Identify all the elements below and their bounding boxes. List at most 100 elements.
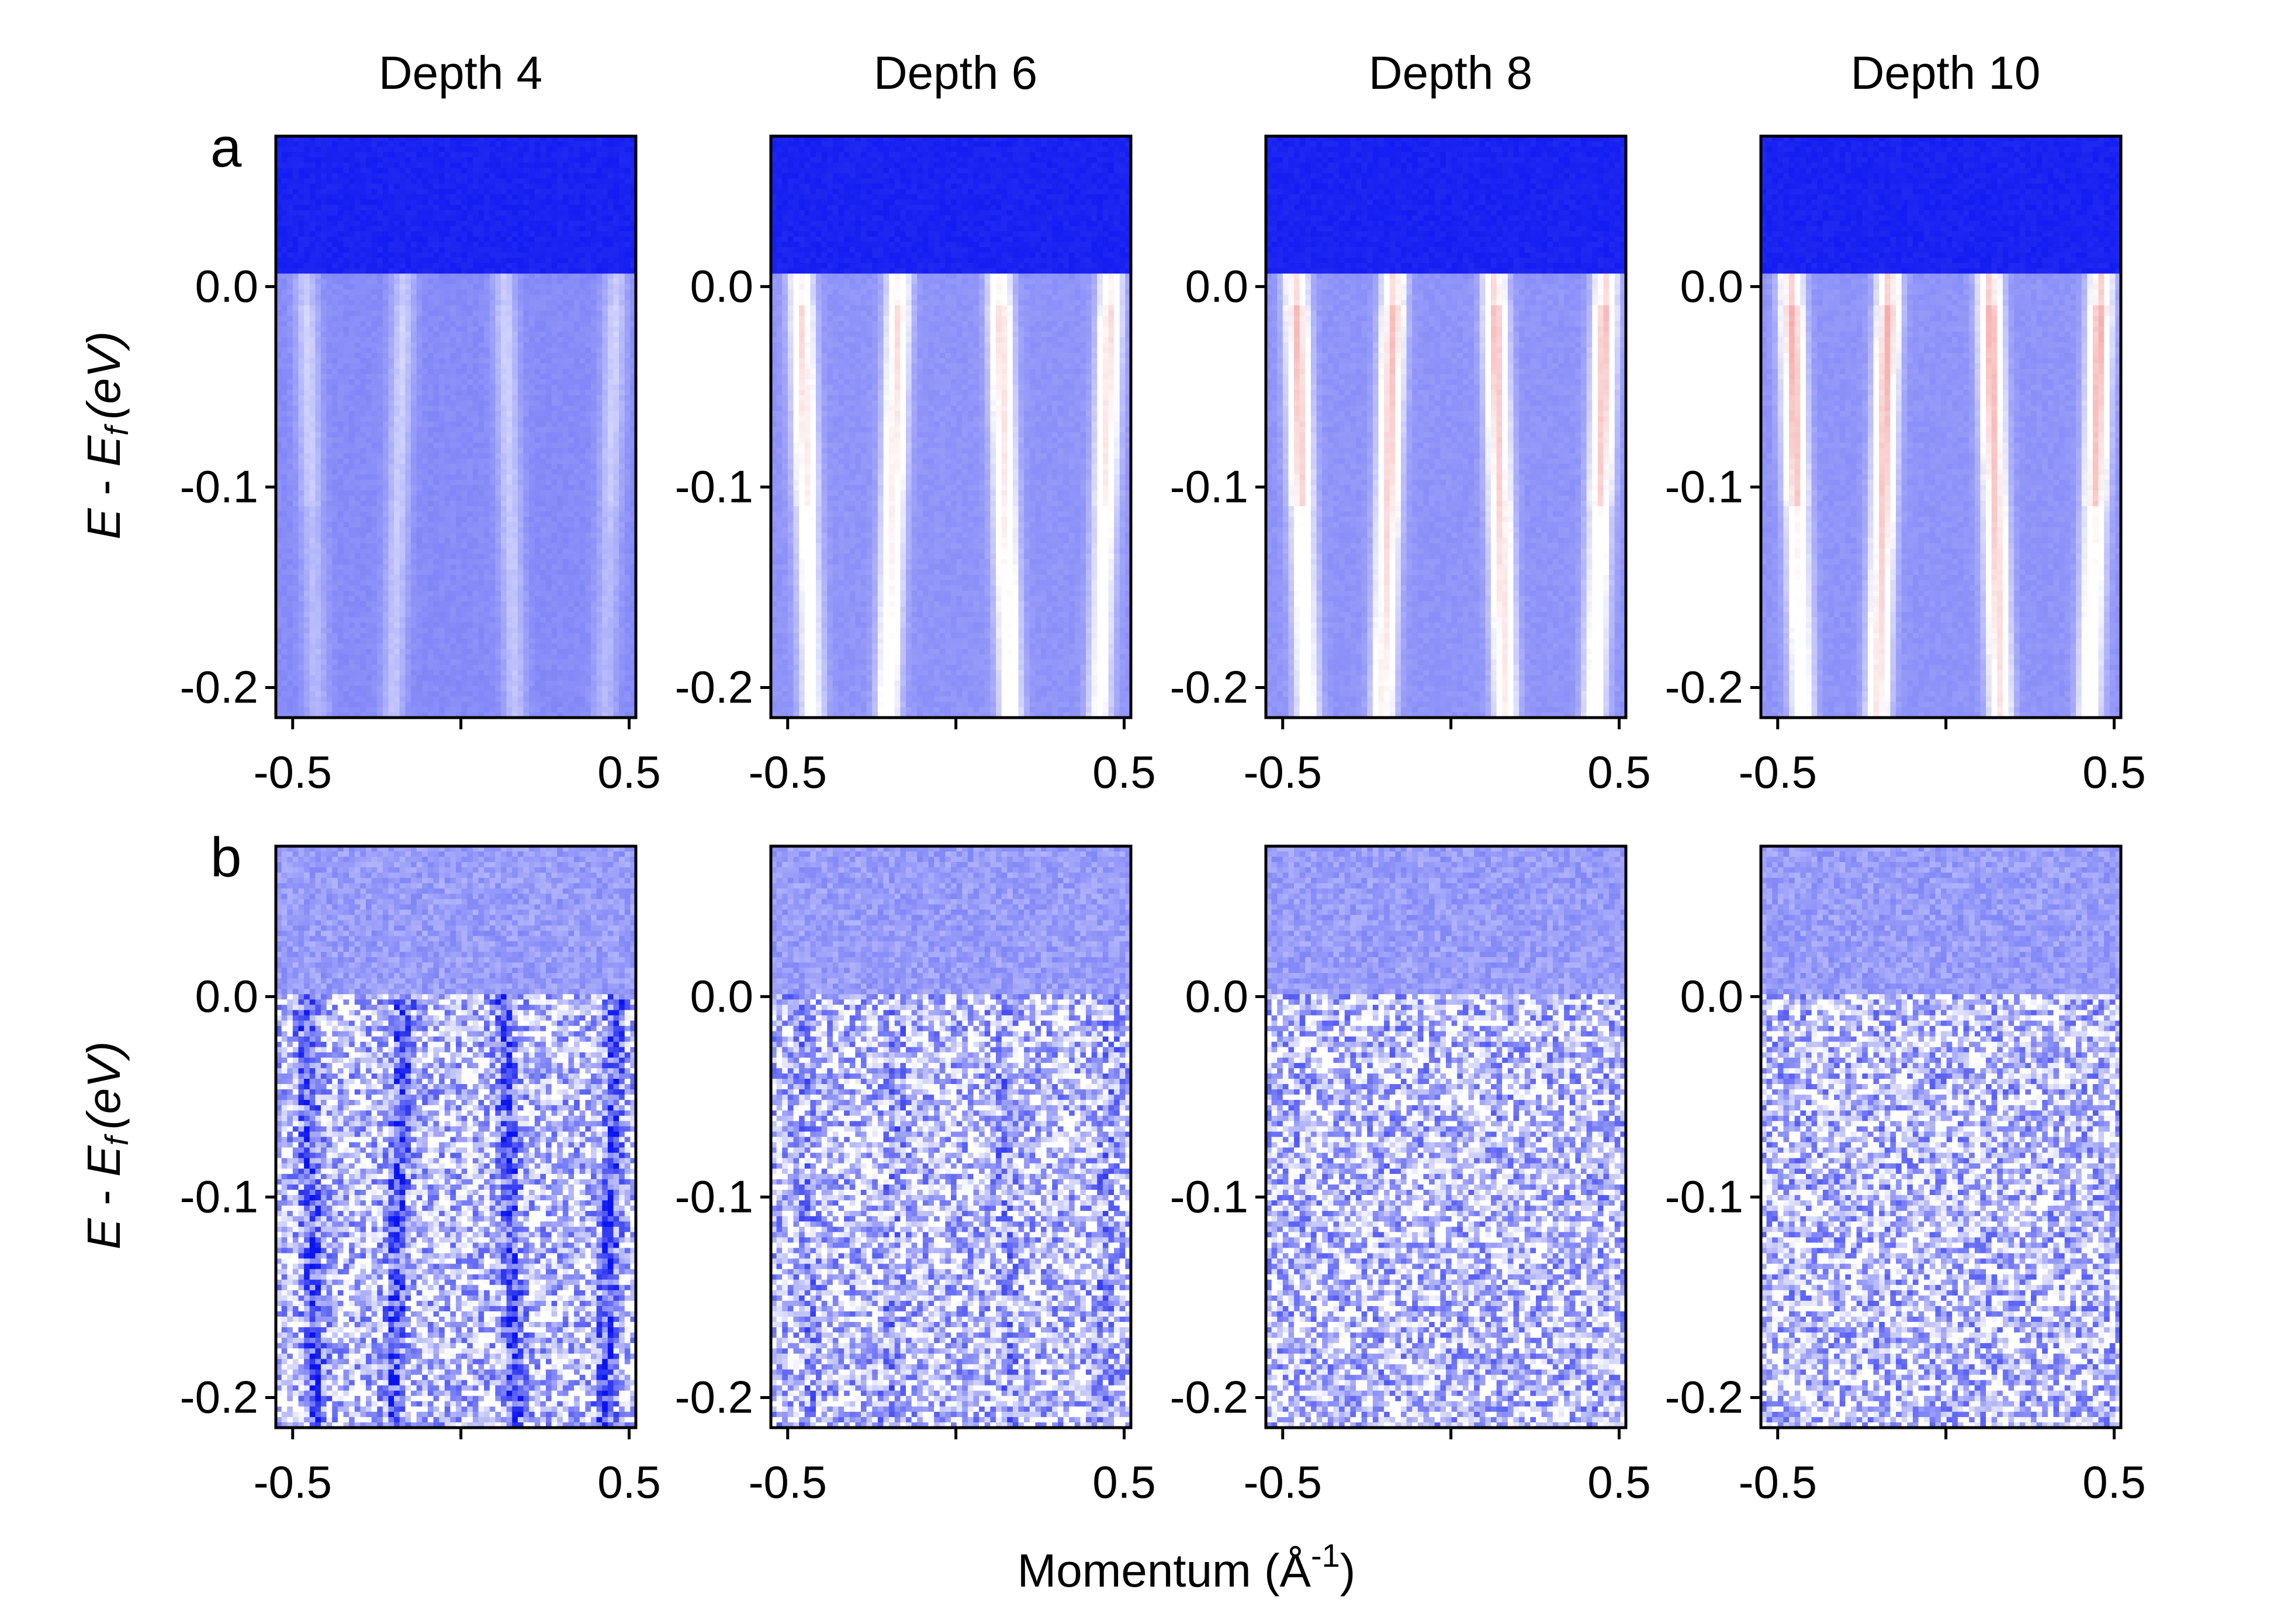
heat-cell [490,183,496,189]
heat-cell [462,147,468,153]
heat-cell [552,183,558,189]
heat-cell [518,147,524,153]
heat-cell [574,173,580,179]
heat-cell [293,157,299,163]
heat-cell [287,141,293,147]
heat-cell [473,147,479,153]
heat-cell [619,183,625,189]
heat-cell [428,152,434,158]
heat-cell [428,178,434,184]
heat-cell [585,178,591,184]
heat-cell [287,162,293,168]
heat-cell [315,157,321,163]
heat-cell [608,178,614,184]
heat-cell [552,147,558,153]
heat-cell [507,178,513,184]
heatmap-layer [276,136,2121,1428]
heat-cell [315,147,321,153]
heat-cell [445,178,451,184]
heat-cell [389,157,394,163]
heat-cell [400,183,406,189]
heat-cell [400,152,406,158]
heat-cell [529,183,535,189]
heat-cell [315,141,321,147]
heat-cell [524,152,529,158]
heat-cell [490,162,496,168]
heat-cell [456,152,462,158]
heat-cell [614,173,619,179]
heat-cell [389,141,394,147]
heat-cell [445,173,451,179]
heat-cell [614,141,619,147]
heat-cell [304,178,310,184]
heat-cell [619,141,625,147]
heat-cell [366,173,372,179]
heat-cell [282,168,288,174]
heat-cell [394,168,400,174]
heat-cell [405,189,411,195]
heat-cell [310,162,316,168]
heat-cell [484,152,490,158]
heat-cell [462,168,468,174]
heat-cell [287,183,293,189]
heat-cell [360,173,366,179]
heat-cell [439,162,445,168]
heat-cell [591,168,597,174]
heat-cell [400,168,406,174]
heat-cell [428,168,434,174]
heat-cell [608,168,614,174]
heat-cell [372,162,378,168]
heat-cell [462,173,468,179]
heat-cell [450,162,456,168]
heat-cell [619,157,625,163]
heat-cell [321,168,327,174]
heat-cell [400,178,406,184]
heat-cell [332,152,338,158]
heat-cell [389,147,394,153]
heat-cell [602,173,608,179]
heat-cell [625,162,631,168]
heat-cell [400,173,406,179]
heat-cell [546,178,552,184]
heat-cell [417,141,423,147]
heat-cell [360,141,366,147]
heat-cell [400,162,406,168]
heat-cell [293,147,299,153]
heat-cell [580,168,586,174]
heat-cell [608,147,614,153]
heat-cell [287,152,293,158]
heat-cell [411,189,417,195]
heat-cell [327,183,333,189]
heat-cell [619,173,625,179]
heat-cell [372,141,378,147]
heat-cell [439,147,445,153]
heat-cell [287,189,293,195]
heat-cell [467,189,473,195]
heat-cell [512,173,518,179]
heat-cell [366,157,372,163]
heat-cell [400,157,406,163]
heat-cell [529,147,535,153]
heat-cell [411,147,417,153]
heat-cell [597,162,603,168]
heat-cell [383,162,389,168]
heat-cell [473,168,479,174]
heat-cell [540,173,546,179]
heat-cell [535,157,541,163]
heat-cell [535,183,541,189]
heat-cell [467,141,473,147]
heat-cell [580,147,586,153]
heat-cell [557,183,563,189]
heat-cell [417,168,423,174]
heat-cell [327,152,333,158]
heat-cell [501,141,507,147]
heat-cell [597,157,603,163]
heat-cell [434,183,439,189]
heat-cell [377,183,383,189]
heat-cell [389,173,394,179]
heat-cell [332,147,338,153]
heat-cell [372,147,378,153]
heat-cell [304,189,310,195]
heat-cell [299,147,304,153]
heat-cell [540,183,546,189]
